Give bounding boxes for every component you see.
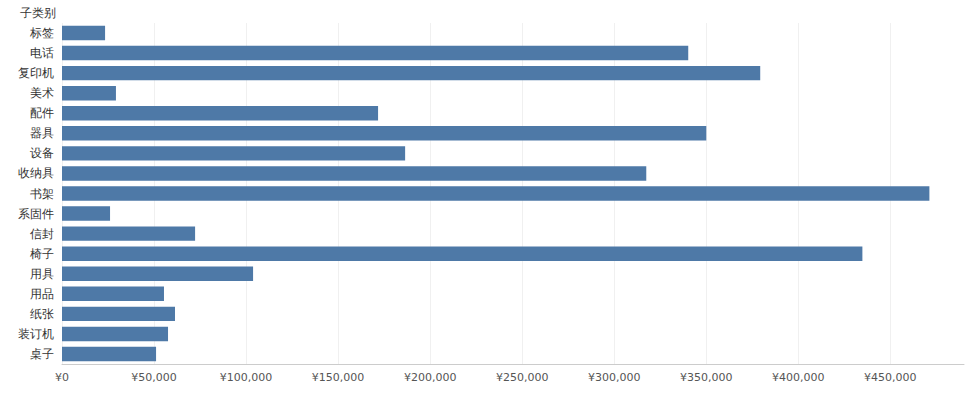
svg-text:器具: 器具 bbox=[30, 126, 54, 140]
svg-text:美术: 美术 bbox=[30, 86, 54, 100]
svg-text:椅子: 椅子 bbox=[30, 247, 54, 261]
svg-text:子类别: 子类别 bbox=[20, 6, 56, 20]
svg-text:电话: 电话 bbox=[30, 46, 54, 60]
svg-text:配件: 配件 bbox=[30, 106, 54, 120]
svg-text:用品: 用品 bbox=[30, 287, 54, 301]
svg-text:¥450,000: ¥450,000 bbox=[864, 371, 917, 384]
svg-text:纸张: 纸张 bbox=[30, 307, 54, 321]
svg-text:装订机: 装订机 bbox=[18, 327, 54, 341]
svg-text:收纳具: 收纳具 bbox=[18, 166, 54, 180]
svg-text:¥350,000: ¥350,000 bbox=[680, 371, 733, 384]
svg-text:标签: 标签 bbox=[29, 26, 54, 40]
svg-text:桌子: 桌子 bbox=[30, 347, 54, 361]
svg-text:书架: 书架 bbox=[30, 187, 54, 201]
svg-text:¥150,000: ¥150,000 bbox=[312, 371, 365, 384]
svg-text:系固件: 系固件 bbox=[18, 207, 54, 221]
svg-text:¥0: ¥0 bbox=[55, 371, 69, 384]
svg-text:¥100,000: ¥100,000 bbox=[220, 371, 273, 384]
svg-text:设备: 设备 bbox=[30, 146, 54, 160]
svg-text:¥200,000: ¥200,000 bbox=[404, 371, 457, 384]
svg-text:¥250,000: ¥250,000 bbox=[496, 371, 549, 384]
svg-text:¥400,000: ¥400,000 bbox=[772, 371, 825, 384]
svg-text:用具: 用具 bbox=[30, 267, 54, 281]
svg-text:¥300,000: ¥300,000 bbox=[588, 371, 641, 384]
svg-text:复印机: 复印机 bbox=[18, 66, 54, 80]
svg-text:¥50,000: ¥50,000 bbox=[131, 371, 177, 384]
svg-text:信封: 信封 bbox=[30, 227, 54, 241]
